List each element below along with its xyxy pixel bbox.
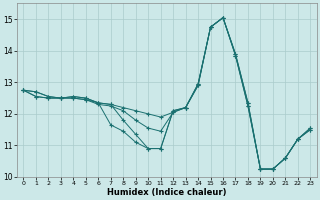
X-axis label: Humidex (Indice chaleur): Humidex (Indice chaleur) — [107, 188, 227, 197]
